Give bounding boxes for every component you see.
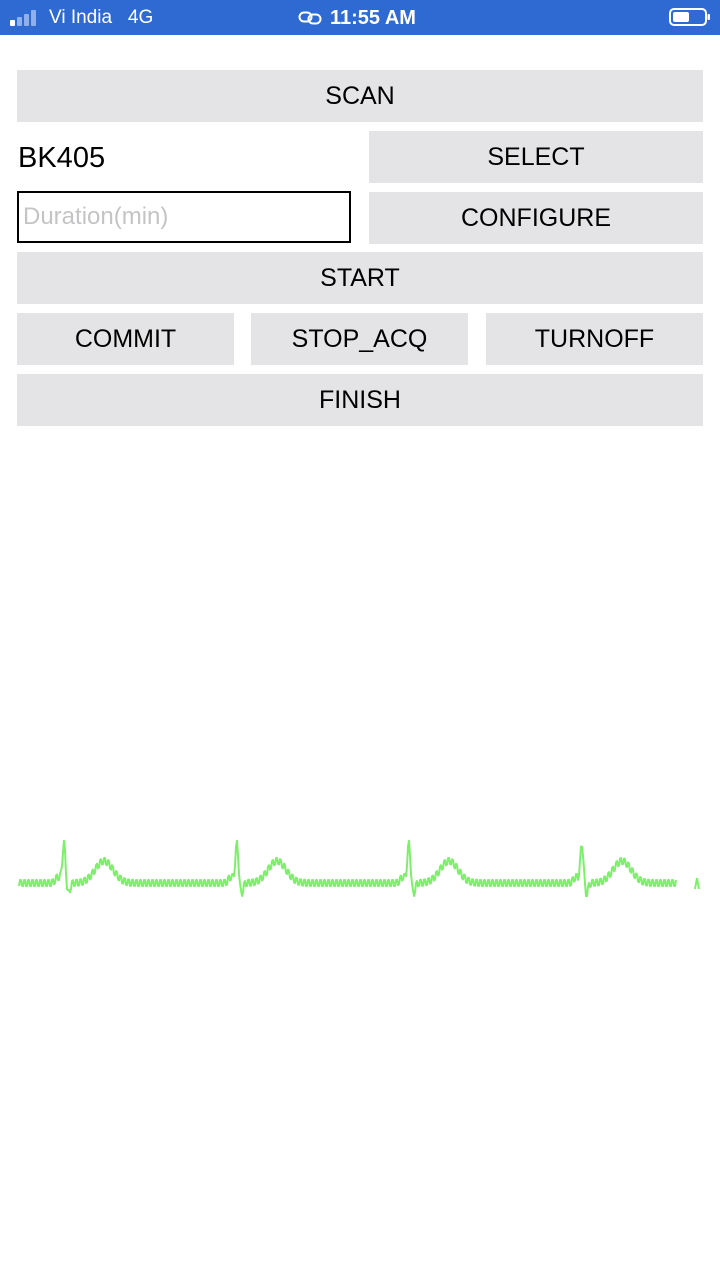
duration-input[interactable] bbox=[17, 191, 351, 243]
device-name: BK405 bbox=[18, 142, 106, 174]
carrier-name: Vi India 4G bbox=[49, 6, 153, 30]
network-type: 4G bbox=[127, 7, 154, 28]
configure-button[interactable]: CONFIGURE bbox=[369, 192, 703, 244]
status-bar: Vi India 4G 11:55 AM bbox=[0, 0, 720, 35]
start-button[interactable]: START bbox=[17, 252, 703, 304]
battery-icon bbox=[669, 8, 710, 26]
ecg-trace bbox=[18, 839, 677, 898]
turnoff-button[interactable]: TURNOFF bbox=[486, 313, 703, 365]
commit-button[interactable]: COMMIT bbox=[17, 313, 234, 365]
finish-button[interactable]: FINISH bbox=[17, 374, 703, 426]
scan-button[interactable]: SCAN bbox=[17, 70, 703, 122]
ecg-trace-tail bbox=[694, 877, 700, 890]
select-button[interactable]: SELECT bbox=[369, 131, 703, 183]
carrier-label: Vi India bbox=[49, 7, 113, 28]
status-time: 11:55 AM bbox=[330, 7, 416, 29]
signal-bars-icon bbox=[10, 10, 36, 26]
stop-acq-button[interactable]: STOP_ACQ bbox=[251, 313, 468, 365]
link-icon bbox=[298, 11, 322, 25]
center-status: 11:55 AM bbox=[298, 6, 416, 30]
ecg-waveform bbox=[18, 839, 700, 898]
